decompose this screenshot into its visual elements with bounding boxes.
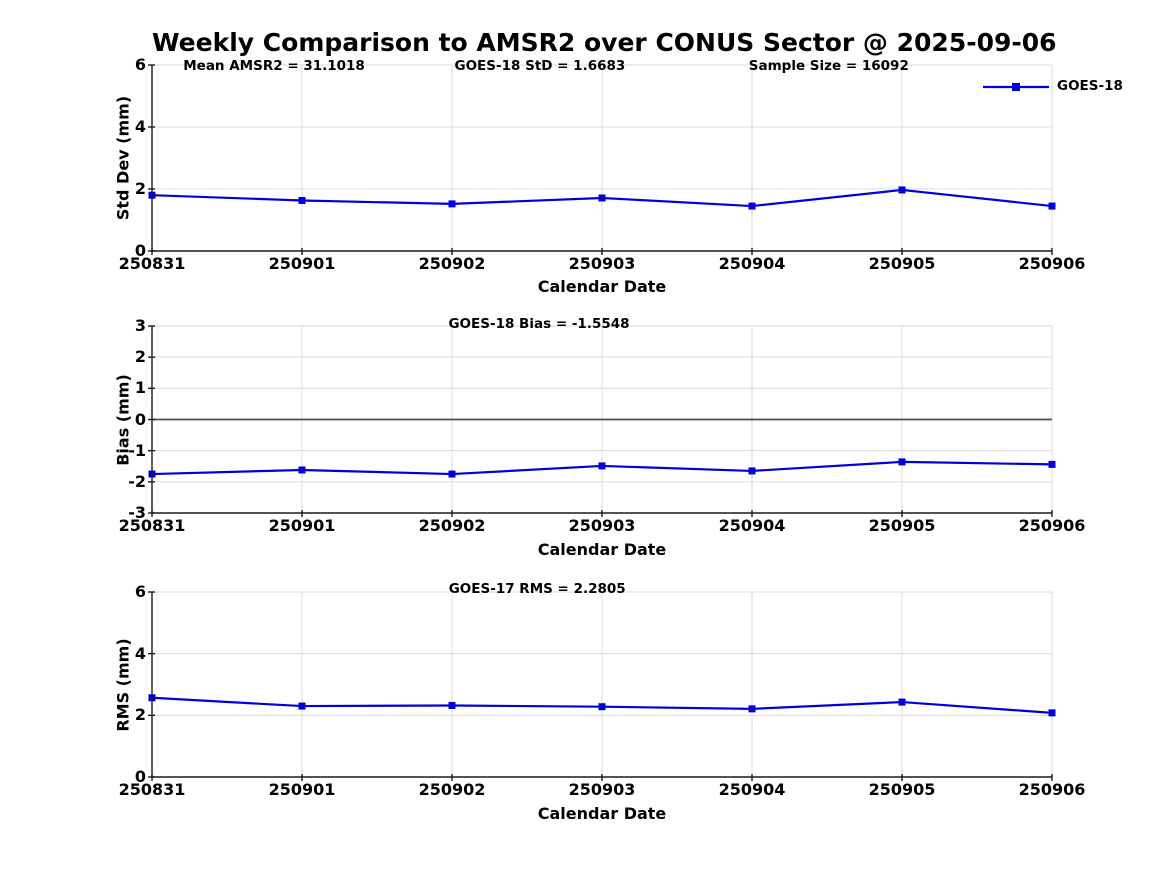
x-tick-label-std-dev: 250831 xyxy=(118,254,186,273)
x-tick-label-bias: 250903 xyxy=(568,516,636,535)
x-tick-label-rms: 250905 xyxy=(868,780,936,799)
y-tick-label-std-dev: 2 xyxy=(134,179,146,198)
x-tick-label-bias: 250906 xyxy=(1018,516,1086,535)
y-tick-label-rms: 0 xyxy=(134,767,146,786)
annotation-rms: GOES-17 RMS = 2.2805 xyxy=(448,581,626,597)
annotation-std-dev: GOES-18 StD = 1.6683 xyxy=(454,58,626,74)
x-axis-label-rms: Calendar Date xyxy=(537,804,667,823)
x-axis-label-bias: Calendar Date xyxy=(537,540,667,559)
x-tick-label-std-dev: 250906 xyxy=(1018,254,1086,273)
legend-line-icon xyxy=(983,83,1049,91)
y-tick-label-rms: 4 xyxy=(134,643,146,663)
y-tick-label-std-dev: 0 xyxy=(134,241,146,260)
x-tick-label-rms: 250902 xyxy=(418,780,486,799)
annotation-bias: GOES-18 Bias = -1.5548 xyxy=(448,316,630,332)
legend: GOES-18 xyxy=(983,80,1123,94)
x-tick-label-bias: 250904 xyxy=(718,516,786,535)
annotation-std-dev: Sample Size = 16092 xyxy=(748,58,909,74)
x-tick-label-rms: 250904 xyxy=(718,780,786,799)
y-tick-label-bias: 2 xyxy=(134,347,146,367)
y-tick-label-bias: 3 xyxy=(134,316,146,335)
x-tick-label-std-dev: 250901 xyxy=(268,254,336,273)
y-tick-label-std-dev: 4 xyxy=(134,117,146,136)
x-tick-label-bias: 250901 xyxy=(268,516,336,535)
y-tick-label-bias: 1 xyxy=(134,378,146,398)
y-tick-label-rms: 6 xyxy=(134,582,146,601)
x-tick-label-std-dev: 250905 xyxy=(868,254,936,273)
annotation-std-dev: Mean AMSR2 = 31.1018 xyxy=(183,58,365,74)
y-tick-label-bias: 0 xyxy=(134,409,146,429)
x-tick-label-rms: 250903 xyxy=(568,780,636,799)
x-tick-label-rms: 250906 xyxy=(1018,780,1086,799)
x-tick-label-std-dev: 250904 xyxy=(718,254,786,273)
x-tick-label-std-dev: 250903 xyxy=(568,254,636,273)
y-axis-label-stddev: Std Dev (mm) xyxy=(113,95,133,221)
x-tick-label-std-dev: 250902 xyxy=(418,254,486,273)
y-tick-label-bias: -1 xyxy=(128,440,146,460)
x-tick-label-rms: 250901 xyxy=(268,780,336,799)
x-tick-label-bias: 250905 xyxy=(868,516,936,535)
y-tick-label-bias: -3 xyxy=(128,503,146,522)
legend-label: GOES-18 xyxy=(1057,78,1123,95)
y-tick-label-bias: -2 xyxy=(128,471,146,491)
y-tick-label-std-dev: 6 xyxy=(134,55,146,74)
x-tick-label-bias: 250831 xyxy=(118,516,186,535)
x-axis-label-stddev: Calendar Date xyxy=(537,277,667,296)
x-tick-label-bias: 250902 xyxy=(418,516,486,535)
y-tick-label-rms: 2 xyxy=(134,705,146,725)
x-tick-label-rms: 250831 xyxy=(118,780,186,799)
figure-title: Weekly Comparison to AMSR2 over CONUS Se… xyxy=(152,28,1057,57)
